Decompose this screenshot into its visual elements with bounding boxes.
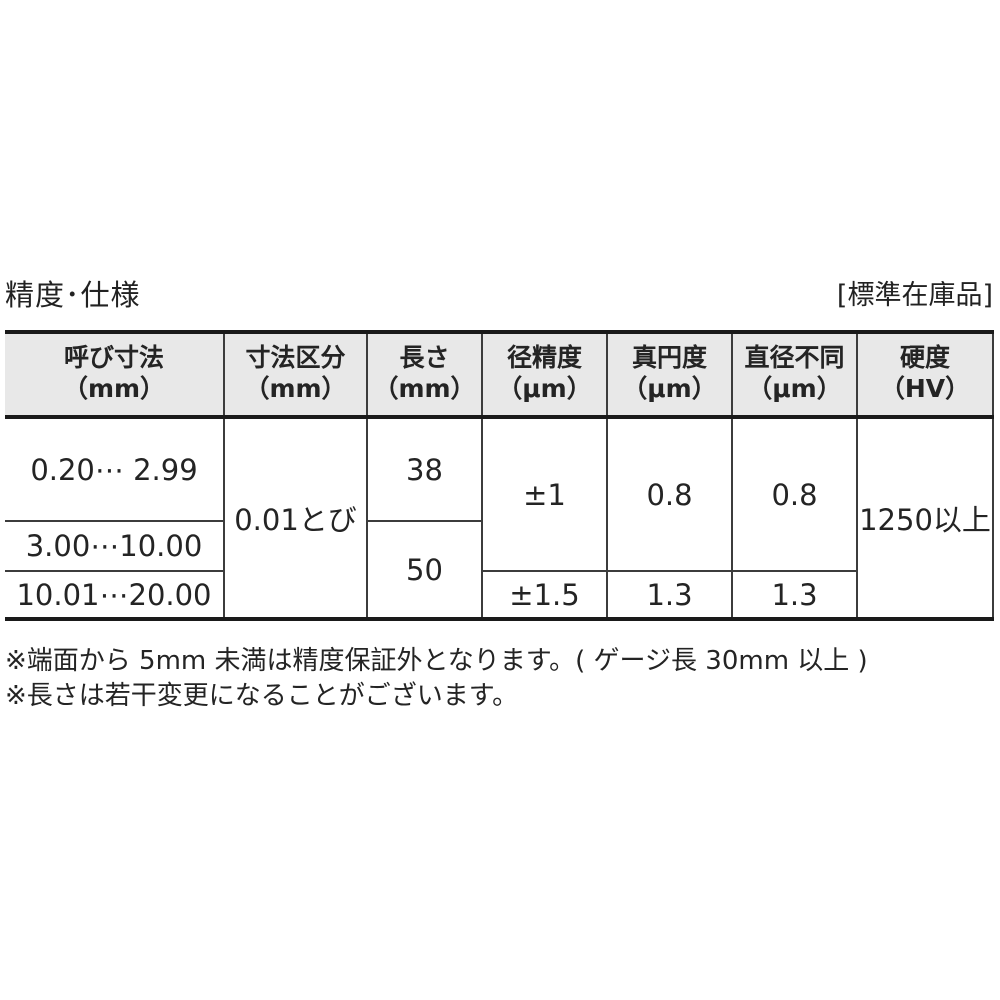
cell-dia-variation-lower: 1.3: [731, 570, 857, 619]
header-cell-length: 長さ （mm）: [366, 332, 482, 419]
cell-nominal-row3: 10.01⋯20.00: [5, 570, 224, 619]
header-cell-diameter-variation: 直径不同 （μm）: [731, 332, 857, 419]
page-title: 精度･仕様: [5, 278, 141, 312]
header-cell-hardness: 硬度 （HV）: [856, 332, 993, 419]
cell-hardness: 1250以上: [856, 416, 993, 619]
table-row: 10.01⋯20.00 ±1.5 1.3 1.3: [5, 570, 993, 619]
header-cell-roundness: 真円度 （μm）: [606, 332, 732, 419]
header-cell-nominal-size: 呼び寸法 （mm）: [5, 332, 224, 419]
cell-nominal-row1: 0.20⋯ 2.99: [5, 416, 224, 521]
table-row: 0.20⋯ 2.99 0.01とび 38 ±1 0.8 0.8 1250以上: [5, 416, 993, 619]
cell-nominal-row2: 3.00⋯10.00: [5, 520, 224, 571]
cell-roundness-upper: 0.8: [606, 416, 732, 571]
header-unit: （μm）: [497, 373, 592, 403]
cell-dia-accuracy-upper: ±1: [481, 416, 607, 571]
footnotes: ※端面から 5mm 未満は精度保証外となります。( ゲージ長 30mm 以上 )…: [5, 644, 993, 714]
spec-table: 呼び寸法 （mm） 寸法区分 （mm） 長さ （mm） 径精度 （μm）: [5, 330, 994, 621]
spec-table-wrap: 呼び寸法 （mm） 寸法区分 （mm） 長さ （mm） 径精度 （μm）: [5, 330, 994, 621]
header-unit: （mm）: [373, 373, 476, 403]
header-unit: （μm）: [622, 373, 717, 403]
header-label: 直径不同: [744, 342, 845, 372]
header-label: 寸法区分: [245, 342, 346, 372]
stock-status-label: [標準在庫品]: [836, 280, 993, 311]
header-cell-diameter-accuracy: 径精度 （μm）: [481, 332, 607, 419]
header-unit: （mm）: [62, 373, 166, 403]
cell-size-increment: 0.01とび: [223, 416, 367, 619]
cell-length-50: 50: [366, 520, 482, 619]
table-row: 3.00⋯10.00 50: [5, 520, 993, 619]
header-label: 径精度: [506, 342, 582, 372]
header-unit: （μm）: [747, 373, 842, 403]
header-label: 呼び寸法: [63, 342, 164, 372]
cell-dia-accuracy-lower: ±1.5: [481, 570, 607, 619]
header-cell-size-increment: 寸法区分 （mm）: [223, 332, 367, 419]
header-row: 呼び寸法 （mm） 寸法区分 （mm） 長さ （mm） 径精度 （μm）: [5, 332, 993, 419]
header-unit: （mm）: [244, 373, 347, 403]
header-label: 真円度: [631, 342, 707, 372]
cell-length-38: 38: [366, 416, 482, 521]
footnote-length-change: ※長さは若干変更になることがございます。: [5, 681, 519, 711]
header-unit: （HV）: [879, 373, 971, 403]
cell-dia-variation-upper: 0.8: [731, 416, 857, 571]
header-label: 長さ: [399, 342, 450, 372]
header-label: 硬度: [899, 342, 950, 372]
title-row: 精度･仕様 [標準在庫品]: [5, 278, 993, 312]
cell-roundness-lower: 1.3: [606, 570, 732, 619]
footnote-accuracy-guarantee: ※端面から 5mm 未満は精度保証外となります。( ゲージ長 30mm 以上 ): [5, 646, 868, 676]
